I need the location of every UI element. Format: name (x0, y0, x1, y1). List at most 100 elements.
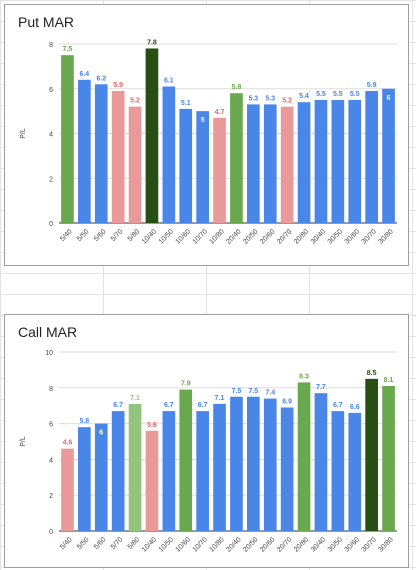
x-tick-label: 20/50 (242, 228, 259, 245)
bar[interactable] (179, 108, 193, 223)
y-tick-label: 8 (49, 386, 53, 393)
bar[interactable] (280, 407, 294, 531)
data-label: 7.5 (63, 46, 73, 53)
x-tick-label: 20/40 (225, 228, 242, 245)
bar[interactable] (61, 448, 74, 531)
data-label: 6 (387, 95, 391, 102)
bar[interactable] (128, 106, 142, 223)
x-tick-label: 30/40 (310, 536, 327, 553)
y-tick-label: 2 (49, 493, 53, 500)
data-label: 5.5 (350, 91, 360, 98)
bar[interactable] (382, 88, 395, 223)
bar[interactable] (297, 382, 311, 531)
bar[interactable] (331, 411, 345, 531)
x-tick-label: 20/60 (259, 536, 276, 553)
data-label: 6.9 (282, 398, 292, 405)
bar[interactable] (348, 412, 362, 531)
bar[interactable] (213, 403, 226, 531)
data-label: 5.8 (232, 84, 242, 91)
bar[interactable] (128, 403, 142, 531)
data-label: 5.3 (248, 95, 258, 102)
bar[interactable] (94, 423, 108, 531)
data-label: 6.7 (198, 402, 208, 409)
x-tick-label: 20/60 (259, 228, 276, 245)
bar[interactable] (111, 90, 125, 223)
bar[interactable] (314, 393, 328, 531)
bar[interactable] (263, 398, 277, 531)
x-tick-label: 5/80 (127, 536, 142, 551)
y-axis-label: P/L (20, 436, 27, 447)
x-tick-label: 30/70 (361, 536, 378, 553)
data-label: 7.7 (316, 384, 326, 391)
data-label: 5.1 (181, 100, 191, 107)
x-tick-label: 5/40 (59, 536, 74, 551)
put-mar-plot: 0 2 4 6 8 P/L 7.5 5/40 6.4 5/50 6.2 5/60 5.9 5/70 5.2 5… (20, 39, 397, 246)
y-tick-label: 4 (49, 457, 53, 464)
bar[interactable] (213, 117, 226, 223)
x-tick-label: 5/80 (127, 228, 142, 243)
bar[interactable] (61, 55, 74, 223)
x-tick-label: 30/60 (344, 228, 361, 245)
call-mar-chart[interactable]: Call MAR 0 2 4 6 8 10 P/L 4.6 5/40 5.8 5/50 6 5/60 6.… (4, 314, 409, 568)
bar[interactable] (94, 84, 108, 224)
bar[interactable] (78, 427, 91, 531)
y-tick-label: 4 (49, 132, 53, 139)
x-tick-label: 5/70 (110, 228, 125, 243)
data-label: 4.7 (215, 109, 225, 116)
x-tick-label: 5/60 (93, 228, 108, 243)
x-tick-label: 20/50 (242, 536, 259, 553)
x-tick-label: 10/60 (175, 536, 192, 553)
bar[interactable] (263, 104, 277, 223)
put-mar-chart[interactable]: Put MAR 0 2 4 6 8 P/L 7.5 5/40 6.4 5/50 6.2 5/60 5.9… (4, 4, 409, 266)
bar[interactable] (314, 99, 328, 223)
data-label: 6.7 (164, 402, 174, 409)
y-axis-label: P/L (20, 128, 27, 139)
bar[interactable] (297, 102, 311, 223)
bar[interactable] (348, 99, 362, 223)
x-tick-label: 10/70 (192, 536, 209, 553)
bar[interactable] (162, 411, 176, 531)
bar[interactable] (162, 86, 176, 223)
bar[interactable] (196, 111, 209, 223)
bar[interactable] (331, 99, 345, 223)
x-tick-label: 20/40 (225, 536, 242, 553)
x-tick-label: 30/40 (310, 228, 327, 245)
bar[interactable] (179, 389, 193, 531)
bar[interactable] (382, 386, 395, 531)
bar[interactable] (145, 48, 159, 223)
bar[interactable] (280, 106, 294, 223)
x-tick-label: 30/50 (327, 228, 344, 245)
data-label: 7.1 (215, 395, 225, 402)
data-label: 5.3 (265, 95, 275, 102)
data-label: 7.8 (147, 39, 157, 46)
data-label: 8.1 (384, 377, 394, 384)
bar[interactable] (111, 411, 125, 531)
x-tick-label: 30/60 (344, 536, 361, 553)
bar[interactable] (247, 396, 260, 531)
data-label: 5.6 (147, 422, 157, 429)
data-label: 8.3 (299, 373, 309, 380)
y-tick-label: 8 (49, 42, 53, 49)
bar[interactable] (145, 430, 159, 531)
x-tick-label: 10/50 (158, 536, 175, 553)
bar[interactable] (230, 396, 243, 531)
bar[interactable] (78, 79, 91, 223)
x-tick-label: 20/70 (276, 228, 293, 245)
x-tick-label: 5/70 (110, 536, 125, 551)
bar[interactable] (365, 378, 378, 531)
data-label: 7.9 (181, 381, 191, 388)
x-tick-label: 5/50 (76, 536, 91, 551)
y-tick-label: 0 (49, 221, 53, 228)
chart-title: Put MAR (18, 14, 75, 30)
bar[interactable] (230, 93, 243, 223)
x-tick-label: 10/80 (208, 536, 225, 553)
y-tick-label: 6 (49, 422, 53, 429)
data-label: 5.2 (282, 98, 292, 105)
bar[interactable] (196, 411, 209, 531)
x-tick-label: 5/50 (76, 228, 91, 243)
bar[interactable] (247, 104, 260, 223)
data-label: 4.6 (63, 440, 73, 447)
data-label: 6.7 (333, 402, 343, 409)
x-tick-label: 10/80 (208, 228, 225, 245)
bar[interactable] (365, 90, 378, 223)
